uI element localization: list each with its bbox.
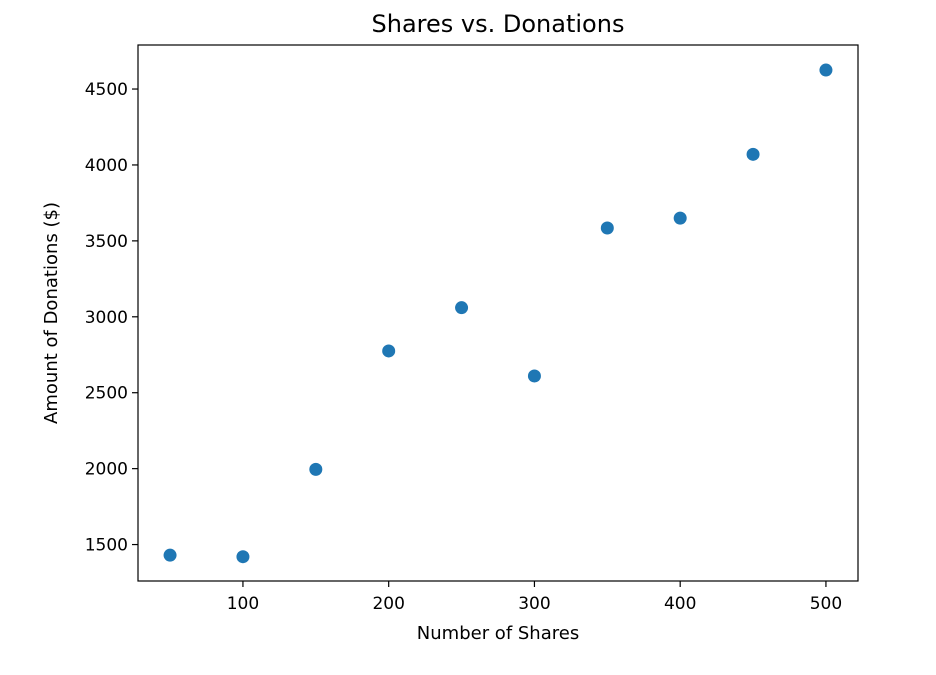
y-tick-label: 2000 — [85, 460, 128, 480]
x-axis-label: Number of Shares — [417, 623, 579, 644]
data-point — [819, 63, 833, 77]
x-tick-label: 200 — [372, 594, 404, 614]
plot-area-frame — [137, 44, 859, 582]
data-point — [163, 548, 177, 562]
data-point — [309, 462, 323, 476]
y-tick-label: 4500 — [85, 80, 128, 100]
data-point — [527, 369, 541, 383]
x-tick-label: 400 — [664, 594, 696, 614]
y-tick-label: 2500 — [85, 384, 128, 404]
y-tick-label: 4000 — [85, 156, 128, 176]
x-tick-label: 100 — [227, 594, 259, 614]
data-point — [455, 301, 469, 315]
data-point — [746, 147, 760, 161]
x-tick-label: 500 — [810, 594, 842, 614]
x-axis-ticks: 100 200 300 400 500 — [227, 581, 842, 614]
data-point — [236, 550, 250, 564]
y-axis-ticks: 1500 2000 2500 3000 3500 4000 4500 — [85, 80, 138, 556]
data-point — [382, 344, 396, 358]
data-point — [673, 211, 687, 225]
data-points — [163, 63, 833, 564]
chart-title: Shares vs. Donations — [372, 10, 625, 38]
x-tick-label: 300 — [518, 594, 550, 614]
y-axis-label: Amount of Donations ($) — [41, 202, 62, 424]
data-point — [600, 221, 614, 235]
y-tick-label: 3500 — [85, 232, 128, 252]
y-tick-label: 1500 — [85, 536, 128, 556]
y-tick-label: 3000 — [85, 308, 128, 328]
